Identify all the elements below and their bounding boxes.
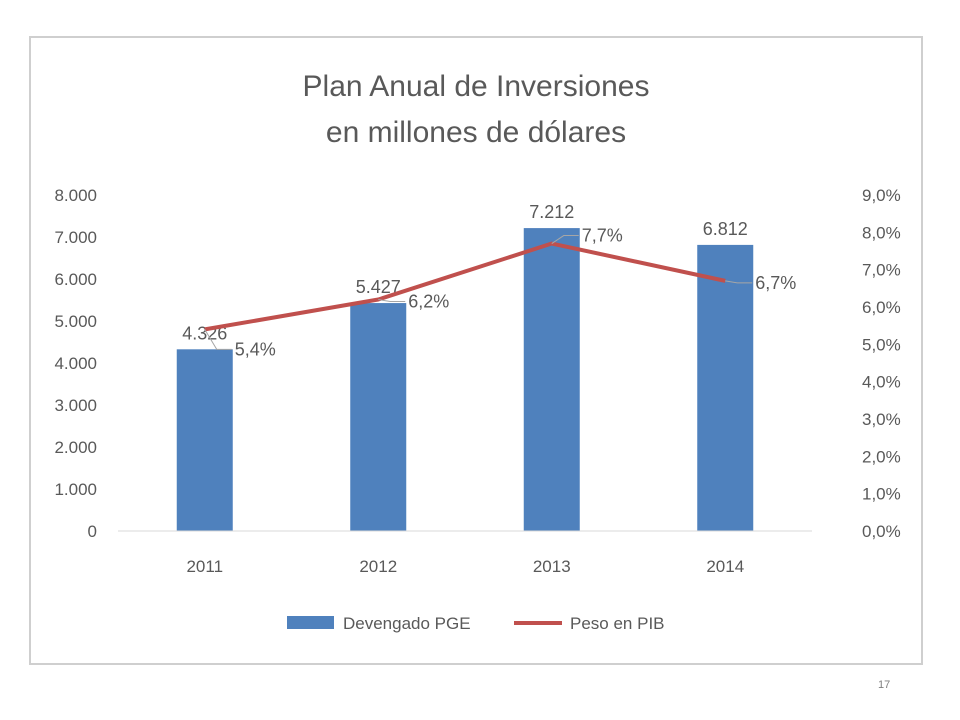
line-series-peso-en-pib: [204, 241, 726, 332]
category-label: 2013: [533, 557, 571, 576]
bar-2014: [697, 244, 754, 531]
line-data-label: 6,7%: [755, 273, 796, 293]
right-axis-tick-label: 7,0%: [862, 261, 901, 280]
right-axis-tick-label: 2,0%: [862, 447, 901, 466]
right-axis-tick-label: 6,0%: [862, 298, 901, 317]
left-axis-tick-label: 2.000: [54, 438, 97, 457]
category-label: 2012: [359, 557, 397, 576]
line-label-leader: [551, 235, 579, 244]
line-data-label: 6,2%: [408, 292, 449, 312]
right-axis-tick-label: 4,0%: [862, 373, 901, 392]
bar-2013: [523, 228, 580, 531]
legend-label-devengado-pge: Devengado PGE: [343, 614, 471, 633]
right-axis-tick-label: 0,0%: [862, 522, 901, 541]
chart-frame: Plan Anual de Inversiones en millones de …: [29, 36, 923, 665]
right-axis-tick-label: 3,0%: [862, 410, 901, 429]
right-axis-tick-label: 9,0%: [862, 186, 901, 205]
left-axis-tick-label: 4.000: [54, 354, 97, 373]
left-axis-tick-label: 7.000: [54, 228, 97, 247]
bar-data-label: 7.212: [529, 202, 574, 222]
combo-chart: Plan Anual de Inversiones en millones de …: [54, 70, 901, 633]
right-axis-tick-label: 1,0%: [862, 485, 901, 504]
left-axis-tick-label: 1.000: [54, 480, 97, 499]
bar-2011: [176, 349, 233, 531]
category-label: 2014: [706, 557, 744, 576]
line-data-label: 7,7%: [582, 226, 623, 246]
left-axis-tick-label: 6.000: [54, 270, 97, 289]
right-axis-tick-label: 8,0%: [862, 223, 901, 242]
bar-data-label: 6.812: [703, 219, 748, 239]
chart-title-line-2: en millones de dólares: [326, 116, 626, 149]
bar-2012: [350, 303, 407, 531]
chart-title-line-1: Plan Anual de Inversiones: [303, 70, 650, 103]
legend-label-peso-en-pib: Peso en PIB: [570, 614, 665, 633]
left-axis-tick-label: 5.000: [54, 312, 97, 331]
line-label-leader: [378, 299, 406, 303]
page-number: 17: [878, 679, 891, 691]
line-label-leader: [725, 280, 753, 284]
line-data-label: 5,4%: [235, 339, 276, 359]
legend-bar-swatch: [287, 616, 334, 629]
left-axis-tick-label: 0: [88, 522, 97, 541]
category-label: 2011: [186, 557, 223, 576]
left-axis-tick-label: 8.000: [54, 186, 97, 205]
line-label-leader: [204, 329, 232, 350]
right-axis-tick-label: 5,0%: [862, 335, 901, 354]
left-axis-tick-label: 3.000: [54, 396, 97, 415]
bar-data-label: 5.427: [356, 277, 401, 297]
